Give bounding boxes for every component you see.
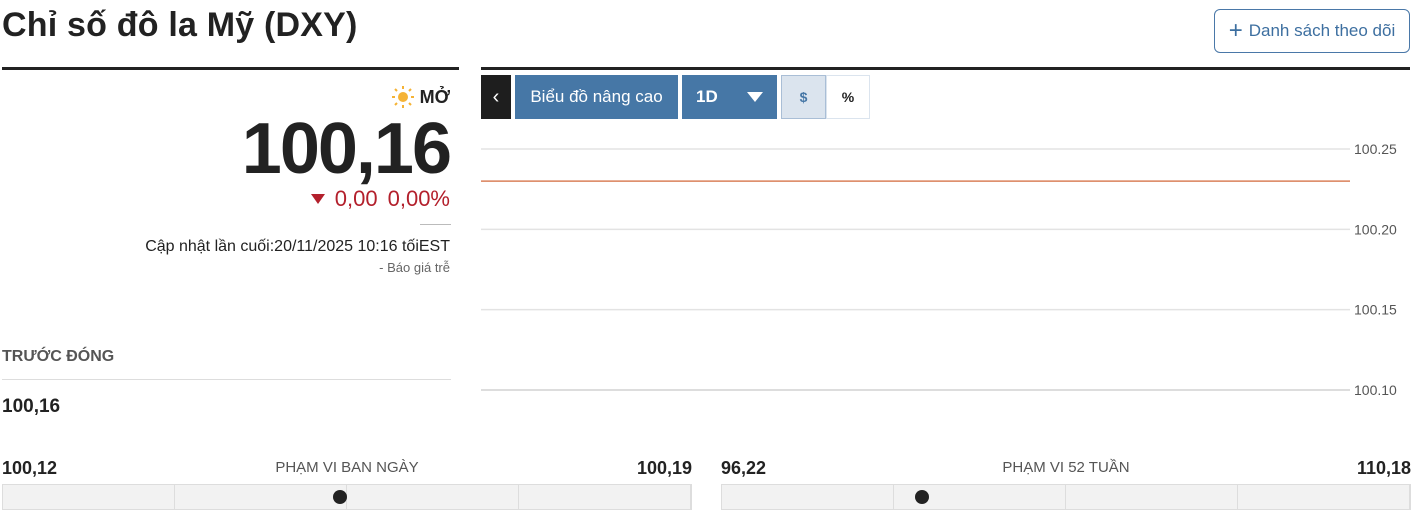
advanced-chart-button[interactable]: Biểu đồ nâng cao [515, 75, 678, 119]
divider [481, 67, 1410, 70]
price-chart[interactable]: 100.25100.20100.15100.108pm12am4am8am12p… [0, 67, 1412, 417]
day-range-label: PHẠM VI BAN NGÀY [275, 459, 419, 476]
watchlist-label: Danh sách theo dõi [1248, 21, 1396, 40]
divider [420, 224, 451, 225]
market-status: MỞ [391, 86, 450, 108]
plus-icon: + [1228, 17, 1243, 44]
previous-close-label: TRƯỚC ĐÓNG [2, 348, 115, 365]
week52-range-bar [721, 484, 1411, 510]
day-range-high: 100,19 [636, 458, 692, 478]
down-arrow-icon [310, 194, 325, 204]
week52-range-marker [914, 490, 929, 504]
page-title: Chỉ số đô la Mỹ (DXY) [2, 6, 358, 44]
change-percent: 0,00% [387, 186, 450, 211]
previous-close-value: 100,16 [2, 396, 61, 417]
dollar-toggle[interactable]: $ [781, 75, 826, 119]
caret-down-icon [747, 92, 763, 102]
y-tick-label: 100.15 [1354, 302, 1397, 318]
week52-range-label: PHẠM VI 52 TUẦN [1002, 459, 1130, 476]
percent-toggle[interactable]: % [826, 75, 870, 119]
day-range-bar [2, 484, 692, 510]
collapse-button[interactable]: ‹ [481, 75, 511, 119]
chart-svg: 100.25100.20100.15100.108pm12am4am8am12p… [0, 141, 1397, 415]
divider [2, 379, 451, 380]
y-tick-label: 100.25 [1354, 141, 1397, 157]
period-dropdown[interactable]: 1D [682, 75, 777, 119]
week52-range-low: 96,22 [721, 458, 767, 478]
week52-range: 96,22 PHẠM VI 52 TUẦN 110,18 [721, 458, 1411, 512]
day-range-marker [333, 490, 348, 504]
y-tick-label: 100.20 [1354, 221, 1397, 237]
day-range-low: 100,12 [2, 458, 58, 478]
delay-note: - Báo giá trễ [379, 260, 450, 275]
day-range: 100,12 PHẠM VI BAN NGÀY 100,19 [2, 458, 692, 512]
watchlist-button[interactable]: + Danh sách theo dõi [1214, 9, 1410, 53]
sun-icon [391, 86, 414, 108]
last-updated: Cập nhật lần cuối:20/11/2025 10:16 tốiES… [145, 238, 450, 255]
change-value: 0,00 [334, 186, 378, 211]
divider [2, 67, 459, 70]
week52-range-high: 110,18 [1356, 458, 1411, 478]
y-tick-label: 100.10 [1354, 382, 1397, 398]
price-change: 0,00 0,00% [310, 186, 450, 212]
period-value: 1D [696, 87, 718, 106]
status-label: MỞ [419, 86, 450, 107]
chevron-left-icon: ‹ [492, 85, 500, 108]
current-price: 100,16 [241, 109, 452, 189]
